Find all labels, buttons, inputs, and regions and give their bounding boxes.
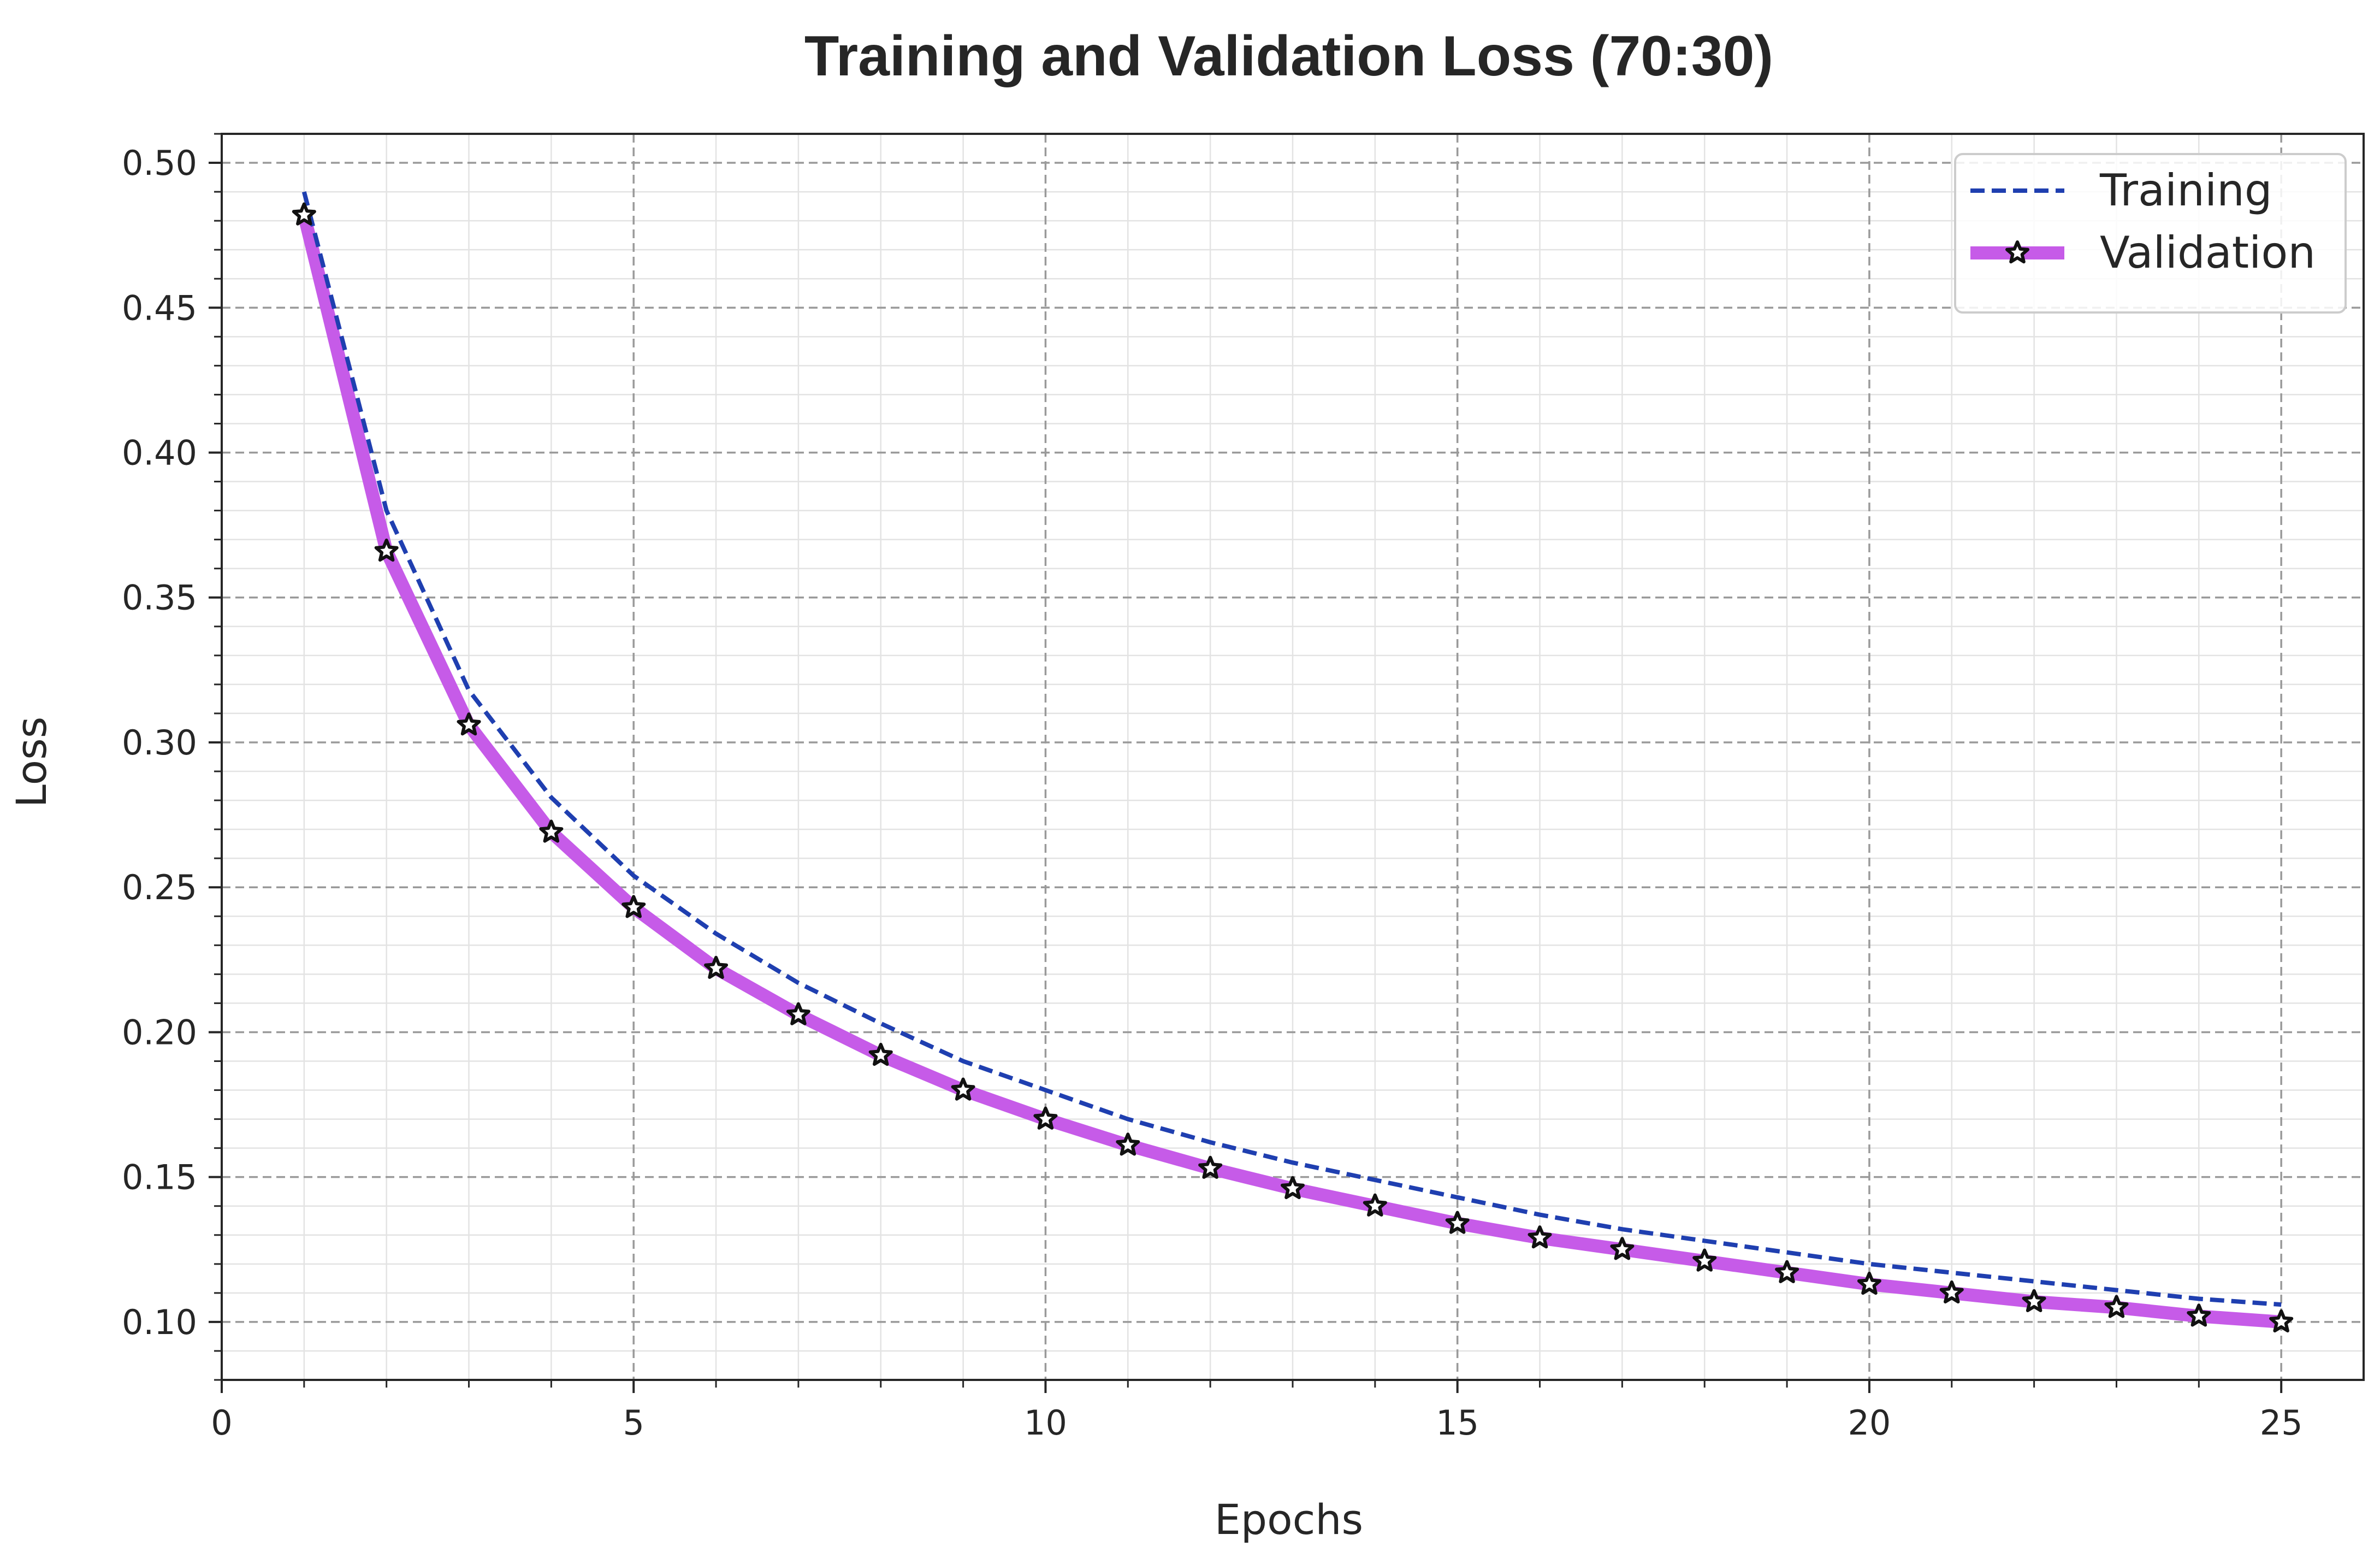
validation-point xyxy=(539,819,564,843)
y-tick-label: 0.20 xyxy=(122,1012,197,1052)
x-tick-label: 0 xyxy=(211,1403,232,1443)
y-axis-label: Loss xyxy=(7,717,56,808)
validation-point xyxy=(704,955,729,979)
x-axis-label: Epochs xyxy=(1215,1495,1363,1544)
legend-training-label: Training xyxy=(2099,165,2272,216)
legend-star-marker xyxy=(2005,240,2029,264)
validation-point xyxy=(951,1077,975,1101)
validation-point xyxy=(868,1042,893,1066)
validation-point xyxy=(786,1002,810,1025)
validation-point xyxy=(1116,1132,1140,1156)
legend: Training Validation xyxy=(1954,153,2347,314)
legend-box xyxy=(1954,153,2347,314)
validation-point xyxy=(2269,1309,2294,1333)
validation-point xyxy=(374,538,399,562)
training-line xyxy=(301,191,2282,1307)
legend-validation-label: Validation xyxy=(2100,227,2316,278)
y-tick-label: 0.35 xyxy=(122,578,197,618)
y-tick-label: 0.30 xyxy=(122,723,197,763)
y-tick-label: 0.40 xyxy=(122,433,197,473)
x-tick-label: 10 xyxy=(1024,1403,1067,1443)
chart-title: Training and Validation Loss (70:30) xyxy=(804,25,1773,88)
validation-point xyxy=(1939,1280,1964,1303)
validation-point xyxy=(1857,1271,1881,1295)
validation-point xyxy=(1198,1155,1223,1179)
x-tick-label: 5 xyxy=(623,1403,644,1443)
validation-point xyxy=(1610,1237,1635,1260)
legend-validation-star-icon xyxy=(2005,240,2029,264)
y-tick-label: 0.50 xyxy=(122,143,197,183)
validation-point xyxy=(1445,1211,1470,1234)
validation-point xyxy=(1281,1176,1305,1200)
validation-point xyxy=(1033,1106,1058,1130)
y-tick-label: 0.25 xyxy=(122,867,197,907)
series-layer xyxy=(292,191,2294,1333)
validation-point xyxy=(292,202,316,226)
validation-point xyxy=(621,895,646,918)
x-tick-label: 15 xyxy=(1436,1403,1479,1443)
y-tick-label: 0.15 xyxy=(122,1158,197,1197)
axis-ticks: 0 5 10 15 20 25 0.10 0.15 0.20 0.25 0.30 0.35 0.40 0.… xyxy=(122,133,2303,1443)
validation-point xyxy=(2104,1295,2129,1318)
validation-point xyxy=(2187,1303,2211,1327)
minor-grid xyxy=(222,133,2364,1381)
x-tick-label: 25 xyxy=(2260,1403,2303,1443)
x-tick-label: 20 xyxy=(1848,1403,1891,1443)
validation-point xyxy=(2022,1289,2046,1312)
validation-point xyxy=(457,712,481,736)
y-tick-label: 0.10 xyxy=(122,1302,197,1342)
validation-point xyxy=(1528,1225,1552,1249)
validation-point xyxy=(1692,1248,1717,1272)
validation-point xyxy=(1775,1260,1799,1283)
validation-point xyxy=(1363,1193,1387,1217)
y-tick-label: 0.45 xyxy=(122,288,197,328)
